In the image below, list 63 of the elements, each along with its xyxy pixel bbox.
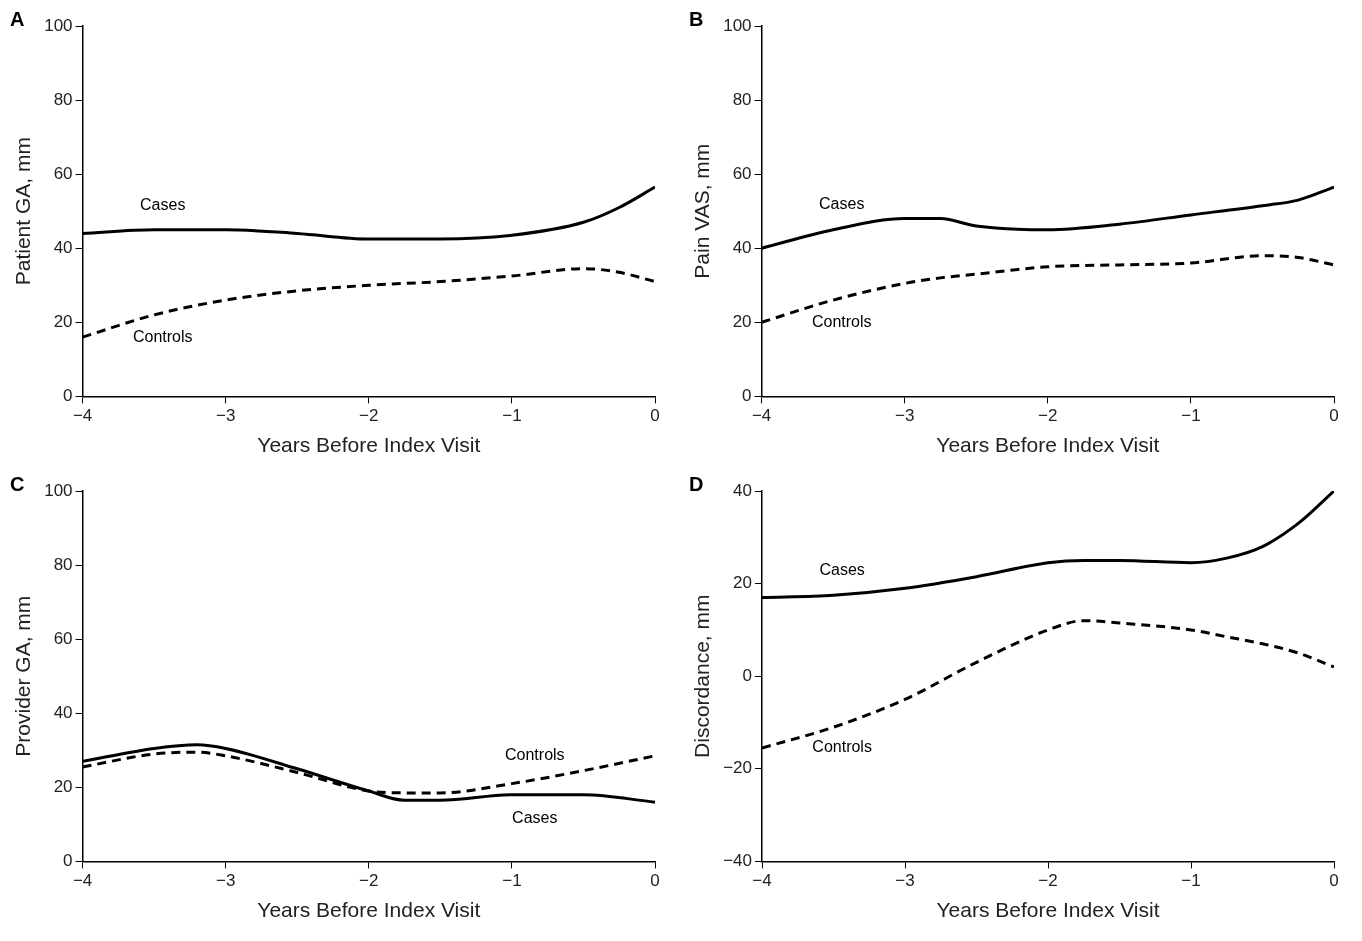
x-tick-label: −2 xyxy=(359,871,379,891)
y-tick-label: 40 xyxy=(53,702,73,722)
series-label: Cases xyxy=(140,196,186,214)
y-tick-label: −40 xyxy=(723,851,753,871)
x-tick-label: −4 xyxy=(751,406,772,426)
y-axis-title: Pain VAS, mm xyxy=(690,143,714,279)
x-tick-label: −2 xyxy=(1038,871,1058,891)
y-tick-label: −20 xyxy=(723,758,753,778)
y-tick-label: 100 xyxy=(44,480,73,500)
x-axis-title: Years Before Index Visit xyxy=(257,433,481,457)
x-axis-title: Years Before Index Visit xyxy=(936,898,1160,922)
y-tick-label: 20 xyxy=(732,312,752,332)
x-tick-label: −1 xyxy=(502,406,522,426)
y-tick-label: 80 xyxy=(53,554,73,574)
x-tick-label: −1 xyxy=(502,871,522,891)
x-axis-title: Years Before Index Visit xyxy=(257,898,481,922)
x-tick-label: −1 xyxy=(1181,871,1201,891)
y-tick-label: 100 xyxy=(44,15,73,35)
x-tick-label: −1 xyxy=(1181,406,1201,426)
y-tick-label: 40 xyxy=(733,480,753,500)
text: C xyxy=(10,473,25,496)
y-tick-label: 0 xyxy=(742,386,752,406)
series-label: Cases xyxy=(819,560,865,578)
y-tick-label: 60 xyxy=(53,163,73,183)
y-tick-label: 0 xyxy=(63,386,73,406)
x-axis-title: Years Before Index Visit xyxy=(936,433,1160,457)
x-tick-label: −2 xyxy=(359,406,379,426)
x-tick-label: −4 xyxy=(72,871,93,891)
text: D xyxy=(689,473,704,496)
x-tick-label: 0 xyxy=(650,871,660,891)
x-tick-label: 0 xyxy=(650,406,660,426)
y-tick-label: 20 xyxy=(53,777,73,797)
x-tick-label: 0 xyxy=(1329,406,1339,426)
x-tick-label: −2 xyxy=(1038,406,1058,426)
series-label: Cases xyxy=(819,194,865,212)
text: A xyxy=(10,8,25,31)
y-tick-label: 20 xyxy=(53,312,73,332)
x-tick-label: −3 xyxy=(215,406,236,426)
y-axis-title: Discordance, mm xyxy=(690,594,714,758)
y-tick-label: 60 xyxy=(732,163,752,183)
y-tick-label: 40 xyxy=(732,237,752,257)
x-tick-label: 0 xyxy=(1329,871,1339,891)
y-tick-label: 80 xyxy=(53,89,73,109)
x-tick-label: −3 xyxy=(894,406,915,426)
series-label: Cases xyxy=(512,809,558,827)
x-tick-label: −3 xyxy=(895,871,915,891)
y-tick-label: 0 xyxy=(63,851,73,871)
x-tick-label: −4 xyxy=(72,406,93,426)
series-label: Controls xyxy=(811,312,872,330)
series-label: Controls xyxy=(132,327,193,345)
x-tick-label: −4 xyxy=(752,871,772,891)
y-tick-label: 60 xyxy=(53,628,73,648)
y-axis-title: Patient GA, mm xyxy=(11,137,35,286)
y-axis-title: Provider GA, mm xyxy=(11,595,35,757)
series-label: Controls xyxy=(812,738,872,756)
y-tick-label: 100 xyxy=(723,15,752,35)
series-label: Controls xyxy=(505,745,565,763)
y-tick-label: 0 xyxy=(742,665,753,685)
x-tick-label: −3 xyxy=(215,871,236,891)
y-tick-label: 40 xyxy=(53,237,73,257)
y-tick-label: 80 xyxy=(732,89,752,109)
y-tick-label: 20 xyxy=(733,573,753,593)
text: B xyxy=(689,8,704,31)
